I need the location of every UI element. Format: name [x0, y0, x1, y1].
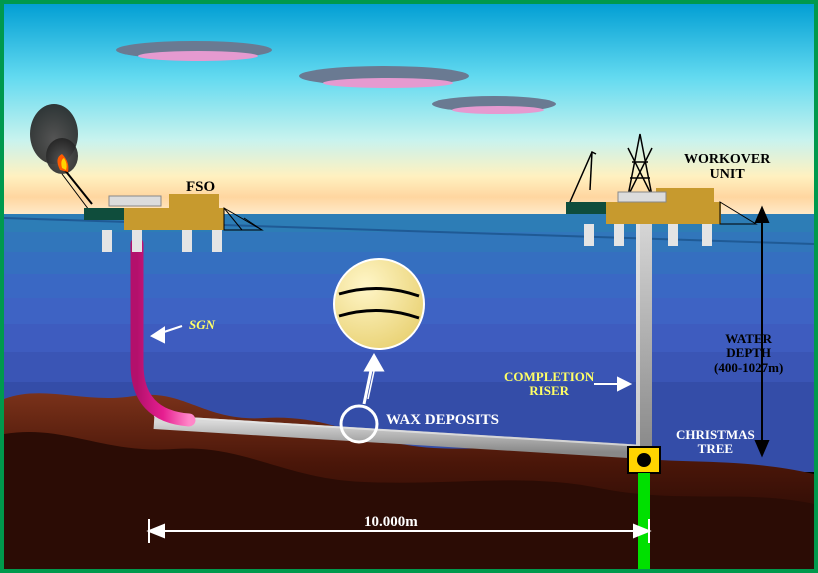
label-completion-riser: COMPLETIONRISER [504, 370, 594, 399]
diagram-svg [4, 4, 814, 569]
label-workover: WORKOVERUNIT [684, 152, 770, 183]
label-wax: WAX DEPOSITS [386, 412, 499, 429]
label-sgn: SGN [189, 318, 215, 332]
label-fso: FSO [186, 179, 215, 196]
completion-riser [636, 216, 652, 454]
christmas-tree [628, 447, 660, 473]
magnifier [334, 259, 424, 349]
label-distance: 10.000m [364, 514, 418, 531]
label-water-depth: WATERDEPTH(400-1027m) [714, 332, 783, 375]
label-christmas-tree: CHRISTMASTREE [676, 428, 755, 457]
diagram-frame: FSO SGN WORKOVERUNIT WATERDEPTH(400-1027… [0, 0, 818, 573]
